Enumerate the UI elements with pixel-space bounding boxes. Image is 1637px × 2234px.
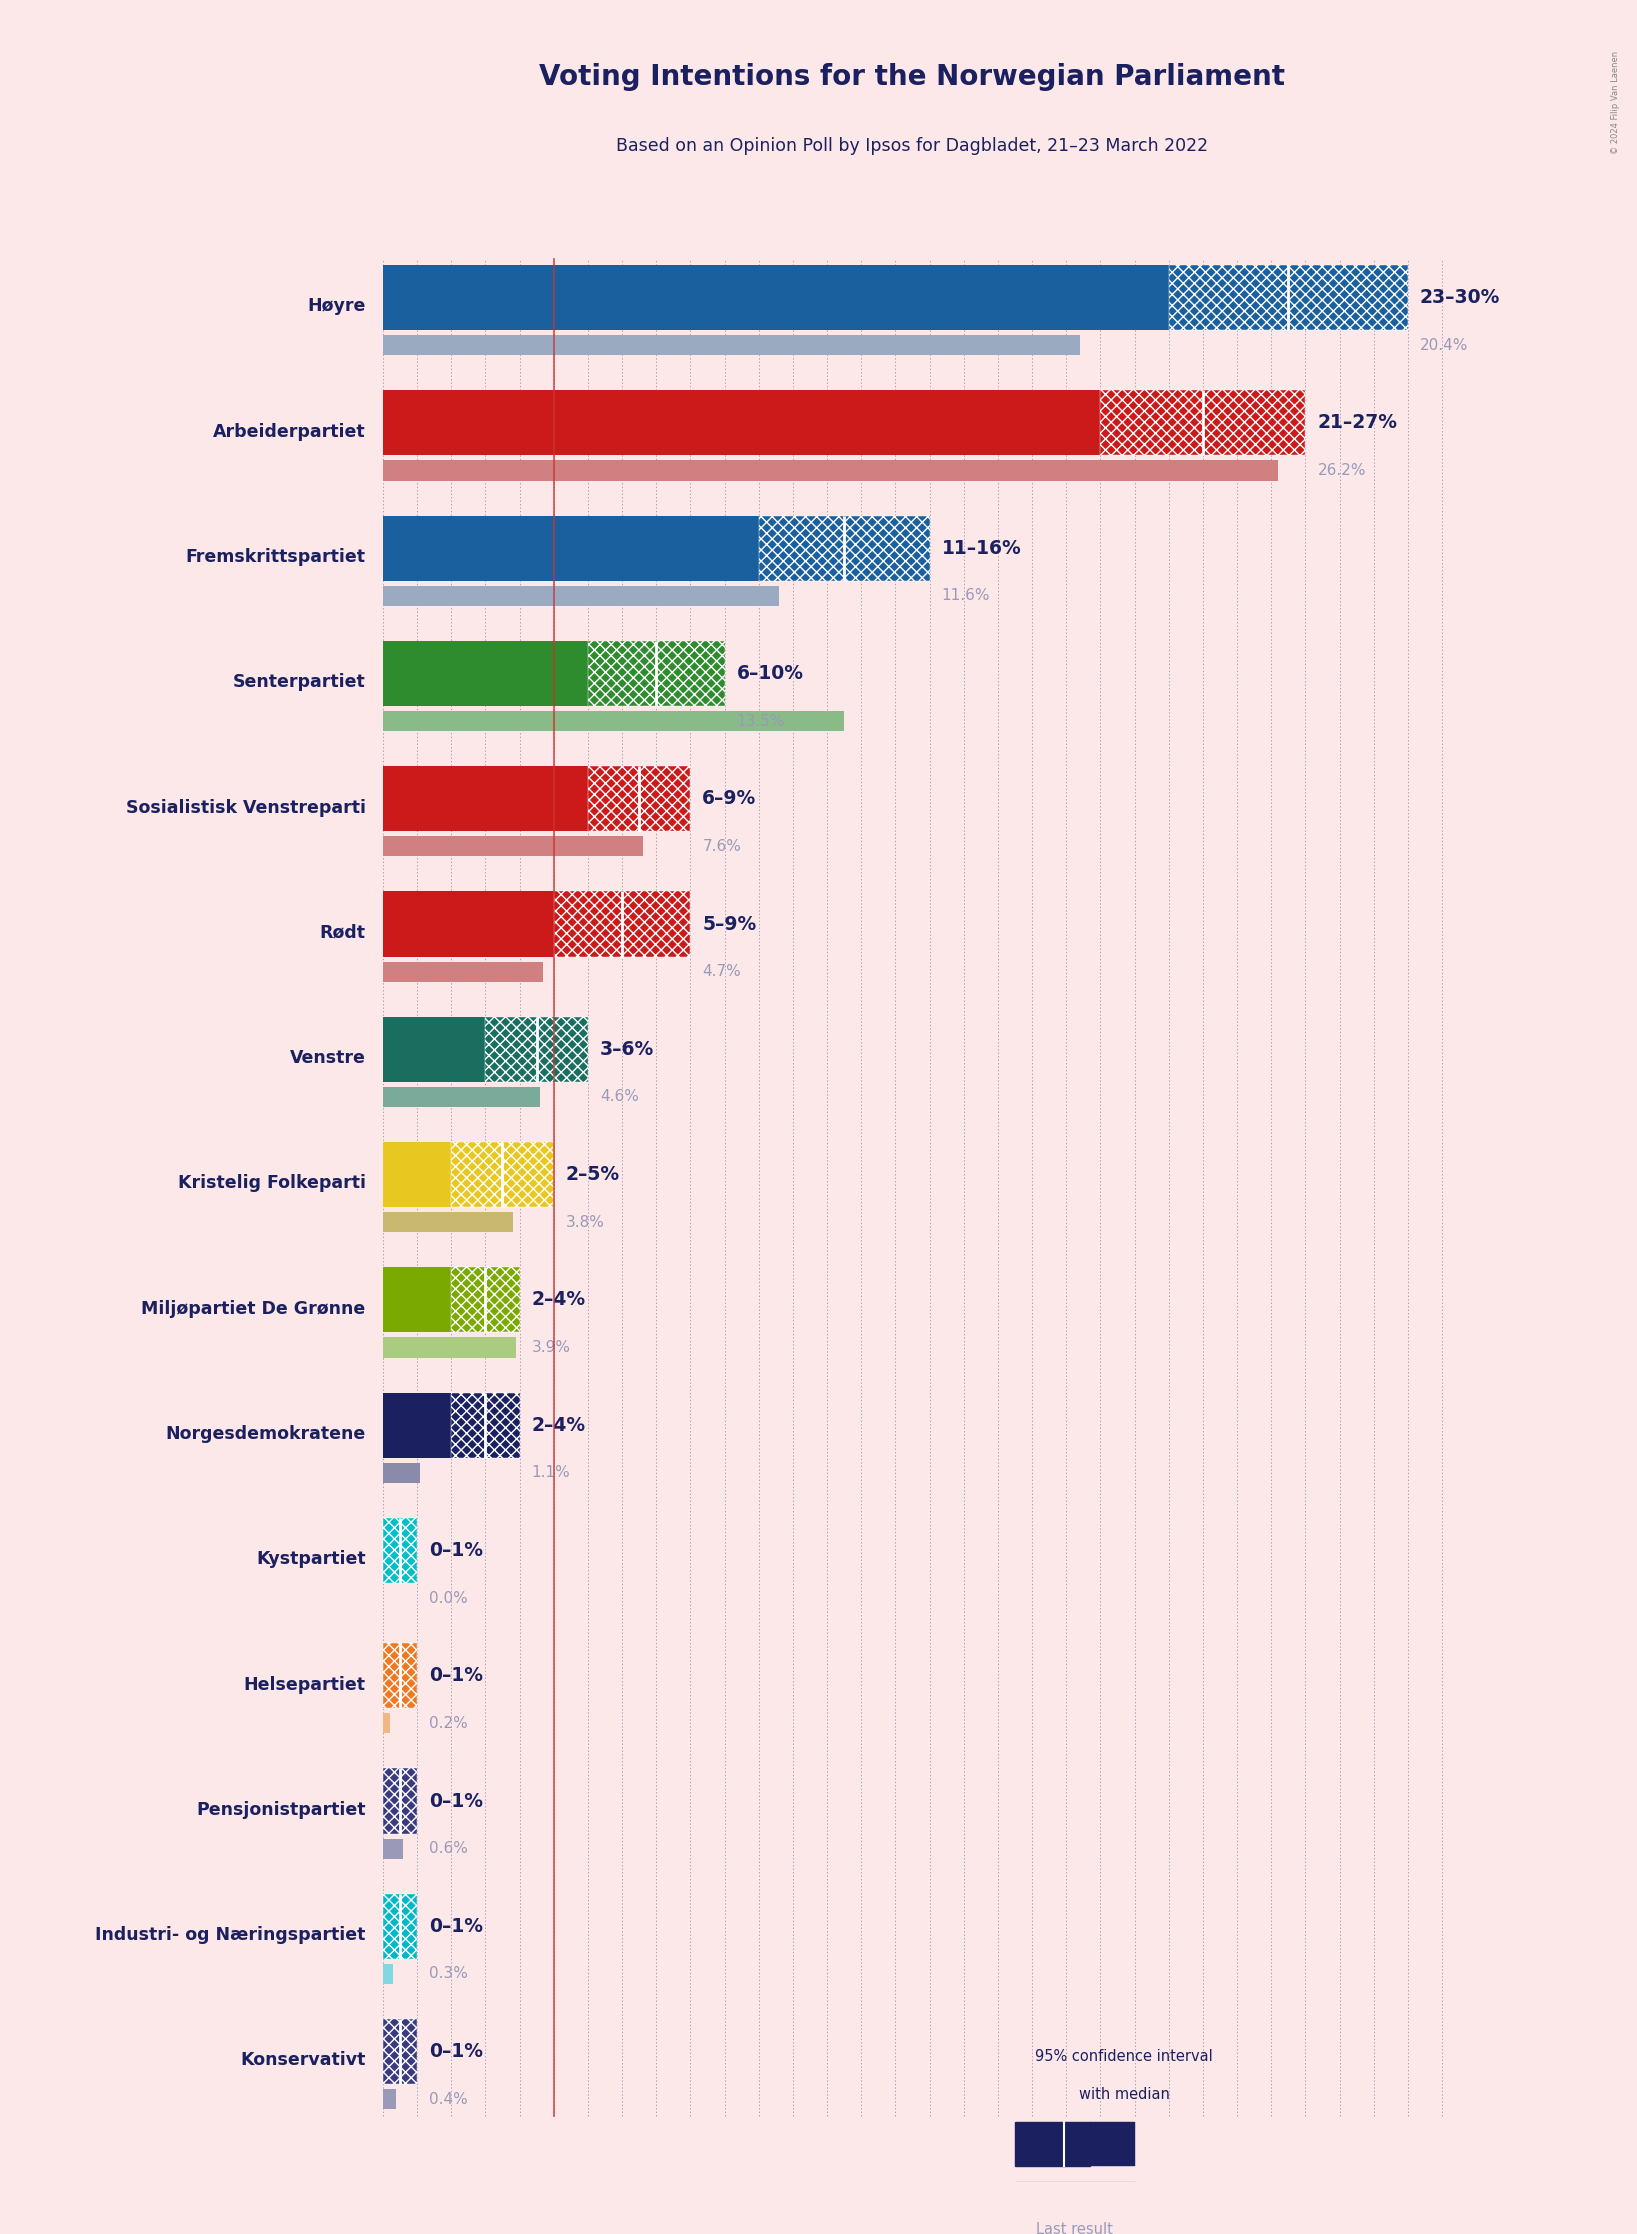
Bar [383,891,553,956]
Text: 0.3%: 0.3% [429,1966,468,1982]
Bar [383,391,1100,456]
Text: 0–1%: 0–1% [429,1667,483,1684]
Text: Pensjonistpartiet: Pensjonistpartiet [196,1801,365,1818]
Bar [588,641,725,706]
Text: 20.4%: 20.4% [1419,337,1468,353]
Text: 0–1%: 0–1% [429,1792,483,1810]
Bar [485,1016,588,1081]
Bar [383,1644,417,1709]
Text: Konservativt: Konservativt [241,2051,365,2069]
Bar [383,1392,452,1459]
Text: 0–1%: 0–1% [429,1917,483,1937]
Text: 6–10%: 6–10% [737,663,804,684]
Bar [1015,2183,1134,2203]
Text: 0.0%: 0.0% [429,1591,468,1606]
Text: 0.6%: 0.6% [429,1841,468,1856]
Bar [383,1338,516,1358]
Text: 5–9%: 5–9% [702,914,756,934]
Text: Sosialistisk Venstreparti: Sosialistisk Venstreparti [126,798,365,815]
Bar [383,1769,417,1834]
Text: 3.8%: 3.8% [566,1215,604,1229]
Text: 21–27%: 21–27% [1318,413,1398,433]
Text: Venstre: Venstre [290,1050,365,1068]
Text: with median: with median [1079,2087,1170,2102]
Text: Industri- og Næringspartiet: Industri- og Næringspartiet [95,1926,365,1944]
Bar [1015,2122,1090,2167]
Bar [383,1463,421,1483]
Bar [383,1713,390,1734]
Bar [383,710,845,731]
Bar [383,335,1080,355]
Bar [383,2020,417,2084]
Text: Arbeiderpartiet: Arbeiderpartiet [213,422,365,440]
Bar [383,2089,396,2109]
Text: 0–1%: 0–1% [429,1541,483,1559]
Text: 11–16%: 11–16% [941,538,1021,558]
Text: Last result: Last result [1036,2223,1113,2234]
Text: 2–4%: 2–4% [532,1291,586,1309]
Bar [383,1142,452,1206]
Text: Rødt: Rødt [319,925,365,943]
Text: Based on an Opinion Poll by Ipsos for Dagbladet, 21–23 March 2022: Based on an Opinion Poll by Ipsos for Da… [617,136,1208,154]
Text: Kristelig Folkeparti: Kristelig Folkeparti [178,1175,365,1193]
Bar [452,1142,553,1206]
Text: 6–9%: 6–9% [702,789,756,809]
Bar [1090,2122,1134,2167]
Bar [588,766,691,831]
Bar [383,1088,540,1108]
Text: 26.2%: 26.2% [1318,462,1365,478]
Bar [383,1517,417,1584]
Bar [553,891,691,956]
Bar [383,1964,393,1984]
Text: Miljøpartiet De Grønne: Miljøpartiet De Grønne [141,1300,365,1318]
Text: 0.4%: 0.4% [429,2091,468,2107]
Text: 23–30%: 23–30% [1419,288,1499,306]
Bar [383,585,779,605]
Bar [383,1016,485,1081]
Bar [383,266,1169,331]
Text: 7.6%: 7.6% [702,838,742,853]
Bar [383,1839,403,1859]
Text: 0.2%: 0.2% [429,1716,468,1731]
Bar [383,1213,512,1233]
Text: 2–5%: 2–5% [566,1166,620,1184]
Text: 0–1%: 0–1% [429,2042,483,2062]
Text: Kystpartiet: Kystpartiet [255,1550,365,1568]
Bar [383,961,543,981]
Bar [1169,266,1408,331]
Bar [383,1267,452,1331]
Text: 95% confidence interval: 95% confidence interval [1036,2049,1213,2064]
Text: © 2024 Filip Van Laenen: © 2024 Filip Van Laenen [1611,51,1619,154]
Bar [452,1267,519,1331]
Bar [383,1894,417,1959]
Bar [383,516,758,581]
Text: Voting Intentions for the Norwegian Parliament: Voting Intentions for the Norwegian Parl… [540,63,1285,92]
Bar [383,766,588,831]
Text: 4.7%: 4.7% [702,965,742,978]
Bar [1100,391,1305,456]
Text: 3.9%: 3.9% [532,1340,570,1356]
Bar [452,1392,519,1459]
Bar [383,641,588,706]
Text: 1.1%: 1.1% [532,1466,570,1481]
Text: Høyre: Høyre [308,297,365,315]
Text: 13.5%: 13.5% [737,713,786,728]
Text: Senterpartiet: Senterpartiet [232,672,365,690]
Bar [383,836,642,856]
Text: Helsepartiet: Helsepartiet [244,1676,365,1693]
Text: 11.6%: 11.6% [941,588,990,603]
Text: 2–4%: 2–4% [532,1416,586,1434]
Bar [383,460,1278,480]
Text: Norgesdemokratene: Norgesdemokratene [165,1425,365,1443]
Text: Fremskrittspartiet: Fremskrittspartiet [185,547,365,565]
Bar [758,516,930,581]
Text: 3–6%: 3–6% [599,1039,655,1059]
Text: 4.6%: 4.6% [599,1090,638,1104]
